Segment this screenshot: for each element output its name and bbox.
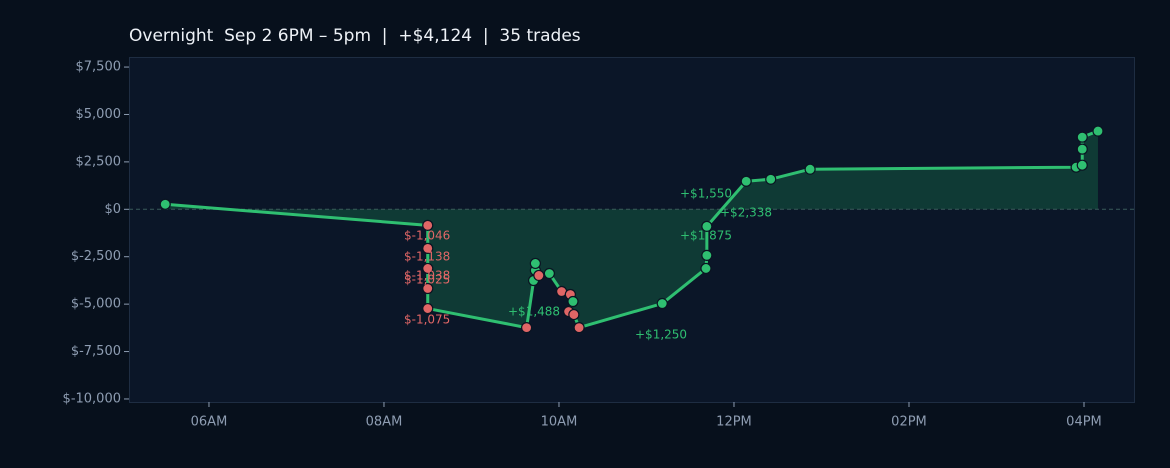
x-tick-label: 08AM [366,415,403,430]
marker [701,220,713,232]
chart-title: Overnight Sep 2 6PM – 5pm | +$4,124 | 35… [129,26,581,46]
annotation: $-1,075 [404,313,450,327]
annotation: +$2,338 [720,206,772,220]
marker [573,321,585,334]
marker [656,297,668,310]
marker [1076,159,1088,171]
marker [1092,125,1104,137]
marker [159,198,171,210]
y-tick-label: $-5,000 [71,297,121,312]
marker [422,242,434,254]
annotation: $-1,138 [404,250,450,264]
annotation: +$1,875 [680,229,732,243]
marker [521,321,533,334]
marker [804,163,816,175]
y-tick-label: $-2,500 [71,249,121,264]
y-tick-label: $2,500 [76,154,122,169]
y-tick-label: $0 [104,202,121,217]
x-tick-label: 02PM [891,415,927,430]
y-tick-label: $7,500 [76,60,122,75]
marker [700,262,712,275]
annotation: +$1,250 [635,328,687,342]
marker [543,267,555,280]
marker [568,308,580,321]
marker [567,295,579,308]
marker [1076,131,1088,143]
marker [422,219,434,231]
annotation: $-1,038 [404,269,450,283]
y-tick-label: $5,000 [76,107,122,122]
area [165,131,1098,328]
marker [740,175,752,187]
x-tick-label: 12PM [716,415,752,430]
x-tick-label: 06AM [191,415,228,430]
marker [422,262,434,275]
marker [533,269,545,282]
annotation: $-1,025 [404,273,450,287]
marker [422,282,434,295]
marker [765,173,777,185]
marker [1076,143,1088,155]
annotation: +$1,488 [508,305,560,319]
marker [701,249,713,262]
marker [529,257,541,270]
x-tick-label: 10AM [541,415,578,430]
x-tick-label: 04PM [1066,415,1102,430]
y-tick-label: $-10,000 [63,391,121,406]
annotation: +$1,550 [680,187,732,201]
marker [422,302,434,315]
y-tick-label: $-7,500 [71,344,121,359]
annotation: $-1,046 [404,229,450,243]
